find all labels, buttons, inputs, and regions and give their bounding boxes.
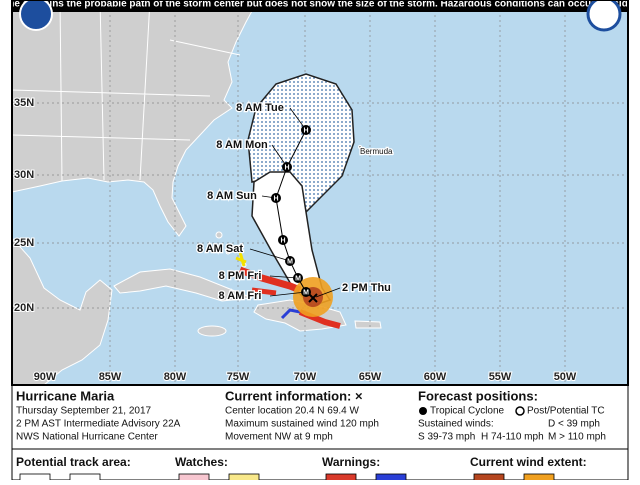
forecast-point: [293, 273, 303, 283]
forecast-detail: S 39-73 mph: [418, 432, 475, 443]
latitude-label: 35N: [14, 97, 34, 109]
latitude-label: 20N: [14, 302, 34, 314]
point-label: 8 PM Fri: [219, 270, 262, 282]
point-symbol: H: [303, 127, 308, 134]
point-label: 8 AM Sat: [197, 243, 243, 255]
forecast-detail: Post/Potential TC: [527, 406, 605, 417]
longitude-label: 90W: [34, 371, 57, 383]
current-title: Current information: ×: [225, 388, 363, 403]
forecast-detail: M > 110 mph: [548, 432, 606, 443]
noaa-logo: [19, 0, 53, 31]
forecast-detail: Tropical Cyclone: [430, 406, 505, 417]
point-symbol: H: [284, 164, 289, 171]
current-label: 2 PM Thu: [342, 282, 391, 294]
forecast-point: [301, 125, 311, 135]
forecast-point: [282, 162, 292, 172]
legend-swatch: [325, 473, 357, 485]
point-symbol: M: [303, 289, 309, 296]
forecast-title: Forecast positions:: [418, 388, 538, 403]
nws-logo: [586, 0, 622, 32]
point-label: 8 AM Sun: [207, 190, 257, 202]
longitude-label: 50W: [554, 371, 577, 383]
legend-swatch: [473, 473, 505, 485]
legend-swatch: [523, 473, 555, 485]
current-position: [308, 293, 318, 303]
legend-title: Watches:: [175, 455, 228, 469]
note-band: [12, 0, 628, 12]
current-detail: Center location 20.4 N 69.4 W: [225, 406, 360, 417]
legend-title: Warnings:: [322, 455, 380, 469]
legend-swatch: [228, 473, 260, 485]
graticule: [12, 0, 628, 385]
point-symbol: M: [287, 258, 293, 265]
longitude-label: 60W: [424, 371, 447, 383]
latitude-label: 25N: [14, 237, 34, 249]
point-label: 8 AM Tue: [236, 102, 284, 114]
longitude-label: 55W: [489, 371, 512, 383]
legend-title: Potential track area:: [16, 455, 131, 469]
current-detail: Maximum sustained wind 120 mph: [225, 419, 379, 430]
storm-name: Hurricane Maria: [16, 388, 115, 403]
point-symbol: M: [295, 275, 301, 282]
note: Note: The cone contains the probable pat…: [0, 0, 640, 10]
legend-title: Current wind extent:: [470, 455, 587, 469]
forecast-detail: D < 39 mph: [548, 419, 600, 430]
forecast-detail: Sustained winds:: [418, 419, 494, 430]
land: [11, 0, 382, 386]
legend-swatch: [178, 473, 210, 485]
point-label: 8 AM Fri: [219, 290, 262, 302]
tc-icon: [419, 407, 427, 415]
forecast-point: [278, 235, 288, 245]
ptc-icon: [515, 406, 525, 416]
point-symbol: H: [273, 195, 278, 202]
storm-detail: Thursday September 21, 2017: [16, 406, 152, 417]
legend-swatch: [69, 473, 101, 485]
legend-swatch: [19, 473, 51, 485]
place-label: Bermuda: [360, 147, 393, 156]
longitude-label: 85W: [99, 371, 122, 383]
forecast-point: [271, 193, 281, 203]
latitude-label: 30N: [14, 169, 34, 181]
storm-detail: 2 PM AST Intermediate Advisory 22A: [16, 419, 181, 430]
current-detail: Movement NW at 9 mph: [225, 432, 333, 443]
longitude-label: 65W: [359, 371, 382, 383]
legend-swatch: [375, 473, 407, 485]
point-symbol: H: [280, 237, 285, 244]
leader: [315, 287, 341, 298]
longitude-label: 70W: [294, 371, 317, 383]
leader: [269, 291, 307, 297]
longitude-label: 75W: [227, 371, 250, 383]
leader: [249, 248, 291, 262]
point-label: 8 AM Mon: [216, 139, 268, 151]
forecast-detail: H 74-110 mph: [481, 432, 544, 443]
longitude-label: 80W: [164, 371, 187, 383]
storm-detail: NWS National Hurricane Center: [16, 432, 158, 443]
forecast-point: [285, 256, 295, 266]
